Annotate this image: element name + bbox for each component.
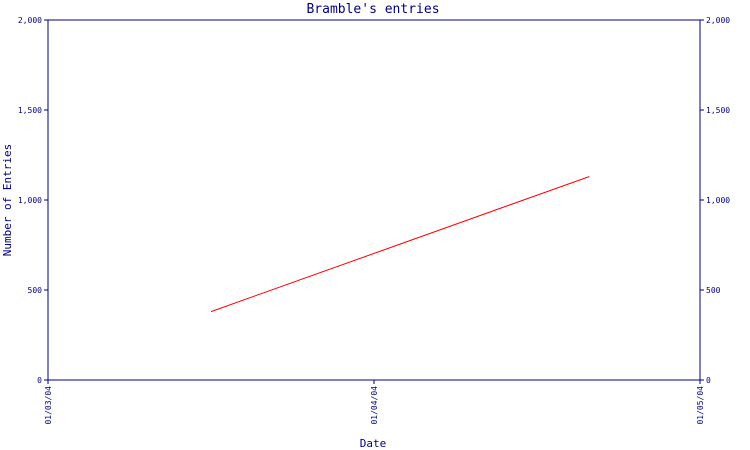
left-y-axis: 0 500 1,000 1,500 2,000 bbox=[18, 16, 48, 385]
chart-title: Bramble's entries bbox=[306, 2, 439, 17]
right-y-tick-label: 0 bbox=[706, 376, 711, 385]
x-tick-label: 01/04/04 bbox=[370, 386, 379, 425]
left-y-tick-label: 500 bbox=[28, 286, 43, 295]
x-tick-label: 01/03/04 bbox=[44, 386, 53, 425]
plot-frame bbox=[47, 19, 701, 381]
x-tick-label: 01/05/04 bbox=[696, 386, 705, 425]
series-layer bbox=[210, 176, 590, 313]
y-axis-label: Number of Entries bbox=[1, 144, 14, 257]
left-y-tick-label: 0 bbox=[37, 376, 42, 385]
right-y-tick-label: 2,000 bbox=[706, 16, 730, 25]
right-y-tick-label: 1,000 bbox=[706, 196, 730, 205]
series-line bbox=[210, 176, 590, 313]
x-axis-label: Date bbox=[360, 437, 387, 450]
x-axis: 01/03/04 01/04/04 01/05/04 bbox=[44, 380, 705, 425]
right-y-axis: 0 500 1,000 1,500 2,000 bbox=[700, 16, 730, 385]
left-y-tick-label: 2,000 bbox=[18, 16, 42, 25]
right-y-tick-label: 1,500 bbox=[706, 106, 730, 115]
left-y-tick-label: 1,500 bbox=[18, 106, 42, 115]
left-y-tick-label: 1,000 bbox=[18, 196, 42, 205]
right-y-tick-label: 500 bbox=[706, 286, 721, 295]
